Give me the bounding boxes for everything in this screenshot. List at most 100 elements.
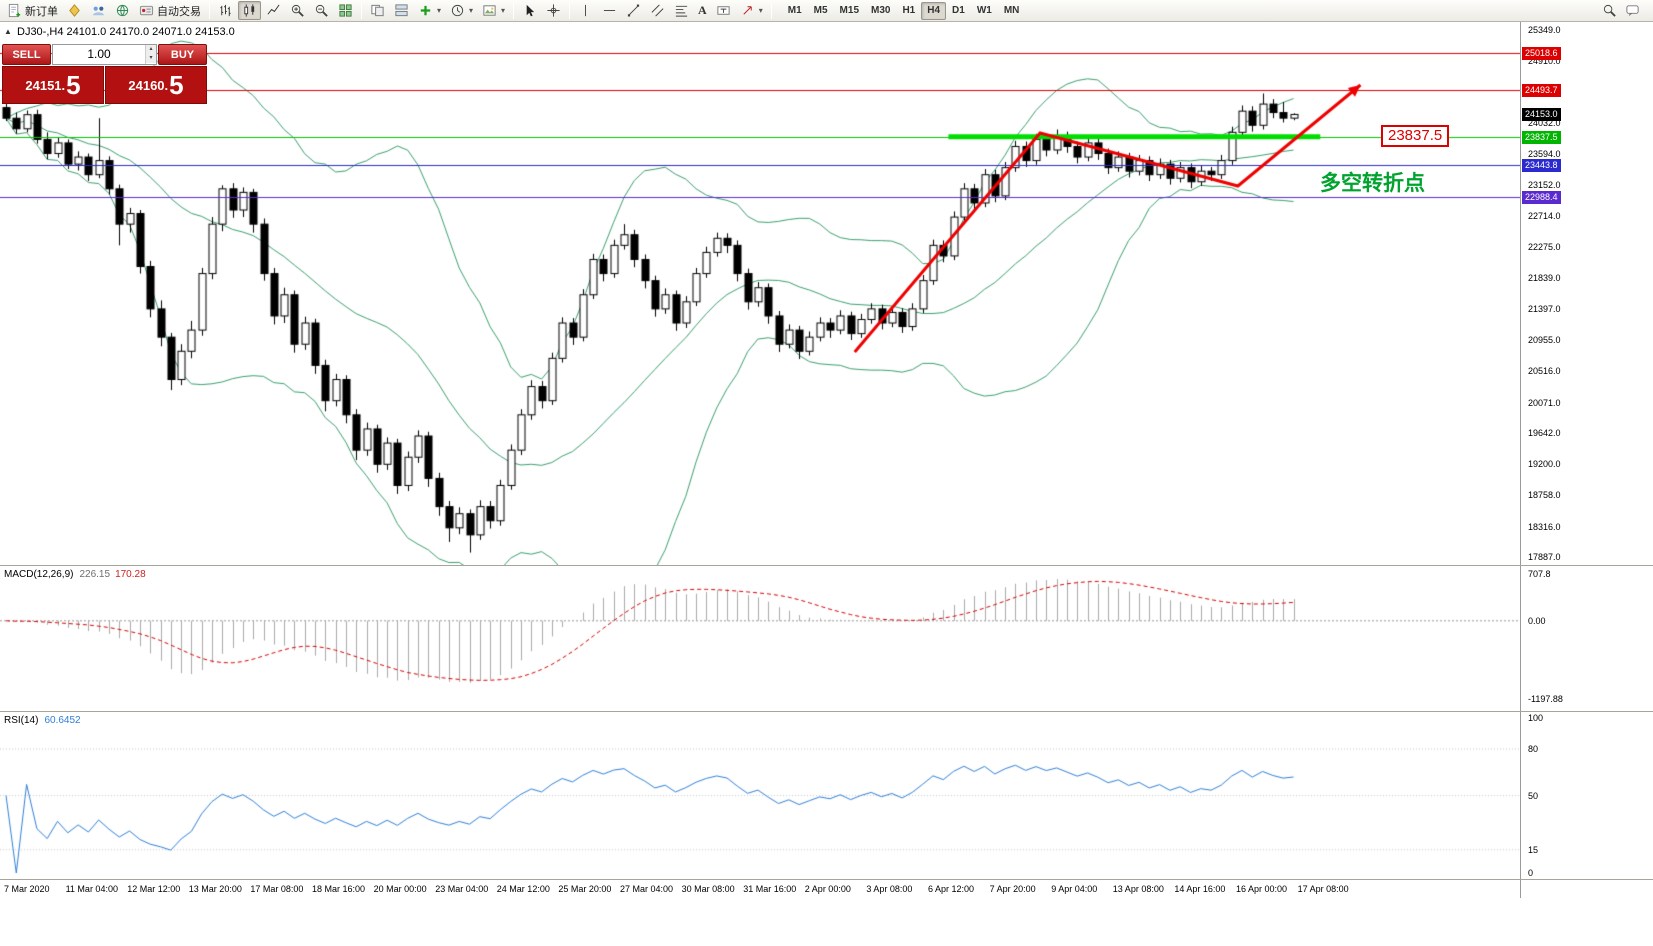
trendline-button[interactable] <box>622 1 645 20</box>
channel-button[interactable] <box>646 1 669 20</box>
line-chart-button[interactable] <box>262 1 285 20</box>
profiles-icon <box>371 4 384 17</box>
time-label: 27 Mar 04:00 <box>620 884 674 894</box>
time-label: 17 Apr 08:00 <box>1297 884 1349 894</box>
add-indicator-icon <box>420 5 431 16</box>
timeframe-m30-button[interactable]: M30 <box>865 2 896 20</box>
macd-main-value: 226.15 <box>79 569 111 580</box>
periods-button[interactable]: ▾ <box>446 1 477 20</box>
vertical-line-button[interactable] <box>574 1 597 20</box>
price-axis[interactable]: 25349.024910.024471.024032.023594.023152… <box>1520 22 1653 898</box>
search-button[interactable] <box>1598 1 1621 20</box>
accounts-button[interactable] <box>87 1 110 20</box>
zoom-in-button[interactable] <box>286 1 309 20</box>
timeframe-h4-button[interactable]: H4 <box>921 1 947 20</box>
price-tick-label: 19642.0 <box>1528 428 1561 439</box>
time-label: 25 Mar 20:00 <box>558 884 612 894</box>
clock-icon <box>451 4 464 17</box>
price-tick-label: 25349.0 <box>1528 25 1561 35</box>
timeframe-h1-button[interactable]: H1 <box>896 2 921 20</box>
trade-panel-top-row: SELL 1.00 ▴ ▾ BUY <box>2 44 207 65</box>
buy-price-display[interactable]: 24160. 5 <box>105 66 207 104</box>
templates-button[interactable]: ▾ <box>478 1 509 20</box>
timeframe-m5-button[interactable]: M5 <box>808 2 834 20</box>
crosshair-button[interactable] <box>542 1 565 20</box>
sell-price-big-digit: 5 <box>66 70 81 100</box>
arrows-tool-button[interactable]: ▾ <box>736 1 767 20</box>
rsi-tick-label: 15 <box>1528 844 1539 855</box>
time-label: 17 Mar 08:00 <box>250 884 304 894</box>
pane-splitter[interactable] <box>0 879 1653 880</box>
arrange-windows-button[interactable] <box>390 1 413 20</box>
bar-chart-button[interactable] <box>214 1 237 20</box>
community-button[interactable] <box>111 1 134 20</box>
rsi-tick-label: 50 <box>1528 790 1539 801</box>
volume-increase-button[interactable]: ▴ <box>146 45 156 54</box>
chevron-down-icon: ▾ <box>501 6 506 15</box>
candlestick-chart-button[interactable] <box>238 1 261 20</box>
pane-splitter[interactable] <box>0 711 1653 712</box>
trade-panel-collapse-icon[interactable]: ▲ <box>4 27 12 36</box>
macd-tick-label: 707.8 <box>1528 569 1551 580</box>
pane-splitter[interactable] <box>0 565 1653 566</box>
toolbar-right-group <box>1598 1 1644 20</box>
toolbar-separator <box>770 2 772 19</box>
new-order-button[interactable]: 新订单 <box>3 1 62 20</box>
indicators-button[interactable]: ▾ <box>414 1 445 20</box>
timeframe-toolbar: M1 M5 M15 M30 H1 H4 D1 W1 MN <box>782 1 1026 20</box>
rsi-name: RSI(14) <box>4 715 39 726</box>
buy-price-big-digit: 5 <box>169 70 184 100</box>
macd-pane-canvas[interactable] <box>0 566 1520 711</box>
buy-price-main: 24160. <box>128 77 169 93</box>
horizontal-line-button[interactable] <box>598 1 621 20</box>
macd-indicator-label: MACD(12,26,9) 226.15 170.28 <box>4 569 146 580</box>
tile-windows-button[interactable] <box>334 1 357 20</box>
time-label: 18 Mar 16:00 <box>312 884 366 894</box>
main-toolbar: 新订单 自动交易 ▾ ▾ ▾ A ▾ M1 M5 M15 M30 H1 H4 D1 W1 MN <box>0 0 1653 22</box>
time-axis[interactable]: 7 Mar 2020 11 Mar 04:00 12 Mar 12:00 13 Mar… <box>0 880 1520 898</box>
zoom-out-button[interactable] <box>310 1 333 20</box>
candlestick-chart-icon <box>244 4 255 17</box>
new-order-icon <box>8 3 21 18</box>
rsi-pane-canvas[interactable] <box>0 712 1520 879</box>
timeframe-mn-button[interactable]: MN <box>998 2 1026 20</box>
price-tick-label: 22714.0 <box>1528 211 1561 222</box>
cursor-button[interactable] <box>518 1 541 20</box>
zoom-in-ic on <box>291 4 304 17</box>
profiles-button[interactable] <box>366 1 389 20</box>
timeframe-d1-button[interactable]: D1 <box>946 2 971 20</box>
buy-button[interactable]: BUY <box>158 44 207 65</box>
text-label-button[interactable] <box>712 1 735 20</box>
timeframe-w1-button[interactable]: W1 <box>971 2 998 20</box>
zoom-out-icon <box>315 4 328 17</box>
chart-legend: DJ30-,H4 24101.0 24170.0 24071.0 24153.0 <box>17 26 235 38</box>
accounts-icon <box>92 6 105 16</box>
macd-signal-value: 170.28 <box>115 569 146 580</box>
price-tick-label: 21397.0 <box>1528 304 1561 315</box>
volume-decrease-button[interactable]: ▾ <box>146 54 156 63</box>
time-label: 13 Apr 08:00 <box>1112 884 1164 894</box>
autotrading-button[interactable]: 自动交易 <box>135 1 205 20</box>
volume-field[interactable]: 1.00 ▴ ▾ <box>52 44 157 65</box>
price-level-tag: 22988.4 <box>1522 190 1561 204</box>
sell-price-display[interactable]: 24151. 5 <box>2 66 104 104</box>
price-tick-label: 22275.0 <box>1528 242 1561 253</box>
chat-button[interactable] <box>1621 1 1644 20</box>
price-tick-label: 17887.0 <box>1528 552 1561 562</box>
rsi-tick-label: 80 <box>1528 744 1539 754</box>
sell-price-main: 24151. <box>25 77 66 93</box>
vertical-line-icon <box>585 4 587 17</box>
timeframe-m1-button[interactable]: M1 <box>782 2 808 20</box>
fibonacci-icon <box>675 5 688 17</box>
time-label: 11 Mar 04:00 <box>65 884 118 894</box>
timeframe-m15-button[interactable]: M15 <box>834 2 865 20</box>
trade-panel-price-row: 24151. 5 24160. 5 <box>2 66 207 104</box>
fibonacci-button[interactable] <box>670 1 693 20</box>
sell-button[interactable]: SELL <box>2 44 51 65</box>
price-chart-canvas[interactable] <box>0 22 1520 565</box>
time-label: 6 Apr 12:00 <box>928 884 975 894</box>
text-tool-button[interactable]: A <box>698 3 707 17</box>
volume-value: 1.00 <box>87 47 111 61</box>
alert-button[interactable] <box>63 1 86 20</box>
price-tick-label: 23152.0 <box>1528 180 1561 191</box>
